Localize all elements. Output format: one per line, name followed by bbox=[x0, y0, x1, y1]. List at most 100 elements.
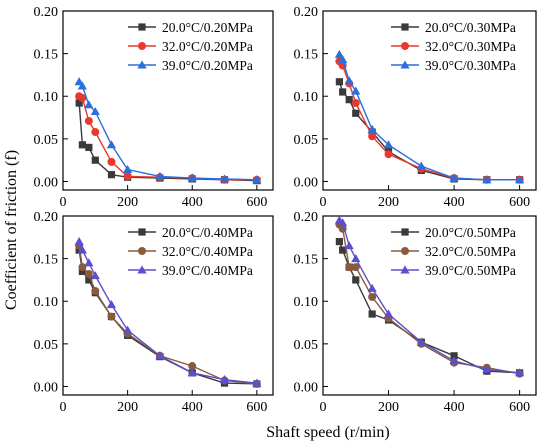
y-tick-label: 0.00 bbox=[34, 380, 59, 395]
y-tick-label: 0.05 bbox=[294, 338, 319, 353]
data-point bbox=[335, 237, 343, 246]
y-tick-label: 0.15 bbox=[294, 48, 319, 63]
legend-marker bbox=[138, 228, 146, 236]
data-point bbox=[77, 81, 87, 90]
x-tick-label: 600 bbox=[509, 400, 530, 415]
x-tick-label: 0 bbox=[60, 400, 67, 415]
y-tick-label: 0.10 bbox=[294, 295, 319, 310]
legend-entry: 39.0°C/0.50MPa bbox=[425, 263, 516, 278]
data-point bbox=[335, 78, 343, 86]
data-point bbox=[107, 312, 116, 321]
legend-entry: 20.0°C/0.40MPa bbox=[162, 225, 253, 240]
data-point bbox=[78, 267, 86, 276]
y-tick-label: 0.10 bbox=[294, 90, 319, 105]
data-point bbox=[91, 287, 100, 296]
data-point bbox=[450, 352, 458, 360]
data-point bbox=[449, 356, 459, 365]
data-point bbox=[344, 76, 354, 85]
y-tick-label: 0.15 bbox=[34, 48, 59, 63]
data-point bbox=[90, 106, 100, 116]
data-point bbox=[91, 128, 100, 137]
x-tick-label: 600 bbox=[246, 195, 267, 210]
data-point bbox=[368, 310, 376, 318]
series-line-0 bbox=[338, 81, 520, 181]
data-point bbox=[85, 143, 93, 151]
y-tick-label: 0.15 bbox=[294, 253, 319, 268]
data-point bbox=[352, 109, 360, 117]
legend-marker bbox=[138, 23, 146, 31]
y-tick-label: 0.15 bbox=[34, 253, 59, 268]
data-point bbox=[75, 99, 83, 107]
x-tick-label: 0 bbox=[320, 400, 327, 415]
data-point bbox=[78, 141, 86, 149]
data-point bbox=[187, 173, 197, 182]
data-point bbox=[85, 276, 93, 284]
series-line-2 bbox=[338, 54, 520, 181]
data-point bbox=[368, 132, 377, 141]
data-point bbox=[367, 124, 377, 133]
data-point bbox=[351, 99, 360, 108]
x-tick-label: 200 bbox=[117, 400, 138, 415]
legend-entry: 39.0°C/0.30MPa bbox=[425, 58, 516, 73]
data-point bbox=[106, 140, 117, 149]
data-point bbox=[123, 172, 132, 181]
x-tick-label: 400 bbox=[182, 400, 203, 415]
data-point bbox=[90, 271, 100, 280]
legend-entry: 32.0°C/0.30MPa bbox=[425, 39, 516, 54]
plot-frame bbox=[62, 215, 274, 396]
data-point bbox=[74, 236, 84, 246]
data-point bbox=[123, 164, 133, 173]
legend-marker bbox=[138, 42, 146, 50]
panel-bottom-right: 0 200 400 600 0.00 0.05 0.10 0.15 0.20 20.0°C/0.5… bbox=[294, 210, 537, 415]
data-point bbox=[84, 100, 94, 109]
legend-entry: 39.0°C/0.40MPa bbox=[162, 263, 253, 278]
legend-entry: 32.0°C/0.40MPa bbox=[162, 244, 253, 259]
data-point bbox=[416, 161, 426, 170]
plot-frame bbox=[322, 10, 537, 191]
data-point bbox=[352, 276, 360, 284]
y-tick-label: 0.10 bbox=[34, 90, 59, 105]
x-tick-label: 0 bbox=[320, 195, 327, 210]
data-point bbox=[449, 173, 459, 182]
data-point bbox=[155, 171, 165, 180]
data-point bbox=[219, 375, 230, 384]
legend-marker bbox=[401, 247, 409, 255]
data-point bbox=[107, 157, 116, 166]
panel-top-left: 0 200 400 600 0.00 0.05 0.10 0.15 0.20 20.0°C/0.2… bbox=[34, 5, 274, 210]
data-point bbox=[219, 174, 230, 183]
legend-marker bbox=[400, 265, 410, 274]
legend-marker bbox=[137, 265, 147, 274]
data-point bbox=[367, 283, 377, 292]
y-tick-label: 0.20 bbox=[294, 5, 319, 20]
data-point bbox=[84, 269, 93, 278]
data-point bbox=[351, 263, 360, 272]
data-point bbox=[416, 337, 426, 346]
series-line-2 bbox=[78, 81, 257, 181]
series-line-1 bbox=[338, 60, 520, 181]
data-point bbox=[78, 93, 87, 102]
data-point bbox=[338, 54, 348, 64]
y-tick-label: 0.00 bbox=[294, 380, 319, 395]
plot-frame bbox=[62, 10, 274, 191]
legend-entry: 20.0°C/0.20MPa bbox=[162, 20, 253, 35]
legend-marker bbox=[401, 228, 409, 236]
legend-entry: 32.0°C/0.50MPa bbox=[425, 244, 516, 259]
data-point bbox=[84, 116, 93, 125]
panel-bottom-left: 0 200 400 600 0.00 0.05 0.10 0.15 0.20 20.0°C/0.4… bbox=[34, 210, 274, 415]
data-point bbox=[78, 263, 87, 272]
x-tick-label: 600 bbox=[246, 400, 267, 415]
y-tick-label: 0.20 bbox=[34, 210, 59, 225]
panels-group: 0 200 400 600 0.00 0.05 0.10 0.15 0.20 20.0°C/0.2… bbox=[34, 5, 537, 415]
y-tick-label: 0.00 bbox=[294, 175, 319, 190]
y-tick-label: 0.05 bbox=[34, 338, 59, 353]
data-point bbox=[345, 96, 353, 104]
legend-marker bbox=[137, 60, 147, 69]
legend-marker bbox=[400, 60, 410, 69]
series-line-0 bbox=[78, 103, 257, 182]
data-point bbox=[155, 351, 165, 360]
x-tick-label: 200 bbox=[378, 400, 399, 415]
data-point bbox=[383, 309, 394, 318]
data-point bbox=[91, 156, 99, 164]
x-tick-label: 200 bbox=[378, 195, 399, 210]
